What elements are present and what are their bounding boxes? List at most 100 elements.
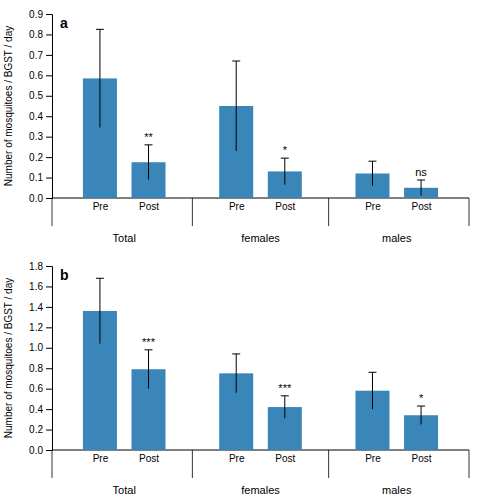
significance-label: *** xyxy=(278,382,292,394)
y-tick-mark xyxy=(46,307,52,308)
error-bar-cap xyxy=(368,161,376,162)
error-bar-cap xyxy=(417,180,425,181)
y-tick-mark xyxy=(46,409,52,410)
y-tick-mark xyxy=(46,198,52,199)
error-bar xyxy=(281,396,289,418)
marks xyxy=(83,29,438,198)
y-tick: 0.6 xyxy=(29,70,52,81)
x-tick: Post xyxy=(139,201,159,212)
y-tick: 1.8 xyxy=(29,261,52,272)
error-bar-cap xyxy=(232,61,240,62)
x-tick: Post xyxy=(275,453,295,464)
y-tick: 1.2 xyxy=(29,322,52,333)
group-label: Total xyxy=(113,232,136,244)
x-tick: Pre xyxy=(93,201,109,212)
y-tick-label: 0.1 xyxy=(29,172,43,183)
error-bar-cap xyxy=(281,158,289,159)
error-bar-cap xyxy=(368,372,376,373)
y-tick-mark xyxy=(46,430,52,431)
x-tick: Pre xyxy=(229,453,245,464)
significance-label: *** xyxy=(142,336,156,348)
x-tick-label: Post xyxy=(412,453,432,464)
x-tick-label: Pre xyxy=(93,453,109,464)
y-tick-mark xyxy=(46,157,52,158)
x-tick: Pre xyxy=(365,201,381,212)
error-bar-cap xyxy=(281,395,289,396)
y-tick-label: 0.3 xyxy=(29,131,43,142)
error-bar-line xyxy=(372,372,373,409)
x-tick-label: Pre xyxy=(229,453,245,464)
significance-label: ns xyxy=(415,166,427,178)
x-tick-label: Pre xyxy=(229,201,245,212)
group-dividers xyxy=(52,198,469,226)
y-tick-label: 0.7 xyxy=(29,50,43,61)
y-tick: 0.1 xyxy=(29,172,52,183)
y-tick: 0.6 xyxy=(29,383,52,394)
y-tick: 1.0 xyxy=(29,342,52,353)
error-bar-line xyxy=(421,406,422,424)
group-divider xyxy=(192,450,193,478)
y-tick: 0.4 xyxy=(29,404,52,415)
error-bar-line xyxy=(284,396,285,418)
y-tick-label: 0.2 xyxy=(29,424,43,435)
y-tick-mark xyxy=(46,34,52,35)
y-tick-mark xyxy=(46,55,52,56)
y-axis: 0.00.10.20.30.40.50.60.70.80.9 xyxy=(29,9,52,204)
y-axis: 0.00.20.40.60.81.01.21.41.61.8 xyxy=(29,261,52,456)
x-tick: Pre xyxy=(93,453,109,464)
y-tick-mark xyxy=(46,266,52,267)
group-label: females xyxy=(241,484,280,496)
y-tick: 0.7 xyxy=(29,50,52,61)
error-bar xyxy=(96,29,104,127)
y-tick: 1.6 xyxy=(29,281,52,292)
panel-label: a xyxy=(60,15,68,31)
group-divider xyxy=(192,198,193,226)
x-tick-label: Post xyxy=(275,453,295,464)
x-tick: Pre xyxy=(365,453,381,464)
y-tick-label: 0.0 xyxy=(29,445,43,456)
y-tick-label: 0.4 xyxy=(29,404,43,415)
y-tick-mark xyxy=(46,286,52,287)
panel-label: b xyxy=(60,267,69,283)
error-bar-line xyxy=(372,161,373,186)
group-labels: Totalfemalesmales xyxy=(113,484,412,496)
group-label: males xyxy=(382,232,412,244)
error-bar-line xyxy=(99,278,100,343)
error-bar xyxy=(368,372,376,409)
x-tick-label: Pre xyxy=(93,201,109,212)
y-tick-label: 0.5 xyxy=(29,90,43,101)
group-divider xyxy=(469,450,470,478)
y-tick-mark xyxy=(46,96,52,97)
y-tick-label: 1.6 xyxy=(29,281,43,292)
y-tick: 0.3 xyxy=(29,131,52,142)
panel: 0.00.10.20.30.40.50.60.70.80.9Number of … xyxy=(3,9,469,244)
y-tick-label: 0.0 xyxy=(29,193,43,204)
y-tick: 1.4 xyxy=(29,302,52,313)
x-axis: PrePostPrePostPrePost xyxy=(93,453,432,464)
group-divider xyxy=(328,198,329,226)
group-label: males xyxy=(382,484,412,496)
error-bar-cap xyxy=(145,349,153,350)
y-tick-label: 0.4 xyxy=(29,111,43,122)
error-bar xyxy=(145,350,153,389)
y-tick-label: 1.8 xyxy=(29,261,43,272)
group-labels: Total females males xyxy=(113,232,412,244)
error-bar xyxy=(417,180,425,196)
y-tick-label: 1.0 xyxy=(29,342,43,353)
y-tick: 0.8 xyxy=(29,29,52,40)
y-tick-mark xyxy=(46,450,52,451)
y-tick: 0.2 xyxy=(29,424,52,435)
error-bar xyxy=(145,145,153,180)
y-tick: 0.0 xyxy=(29,445,52,456)
y-tick-mark xyxy=(46,14,52,15)
y-tick: 0.5 xyxy=(29,90,52,101)
y-tick-mark xyxy=(46,389,52,390)
y-tick-label: 0.8 xyxy=(29,29,43,40)
significance-label: * xyxy=(283,144,288,156)
y-tick-label: 0.2 xyxy=(29,152,43,163)
significance-labels: ***ns xyxy=(144,131,427,178)
y-tick-mark xyxy=(46,327,52,328)
group-label: females xyxy=(241,232,280,244)
group-divider xyxy=(328,450,329,478)
error-bar-cap xyxy=(417,406,425,407)
